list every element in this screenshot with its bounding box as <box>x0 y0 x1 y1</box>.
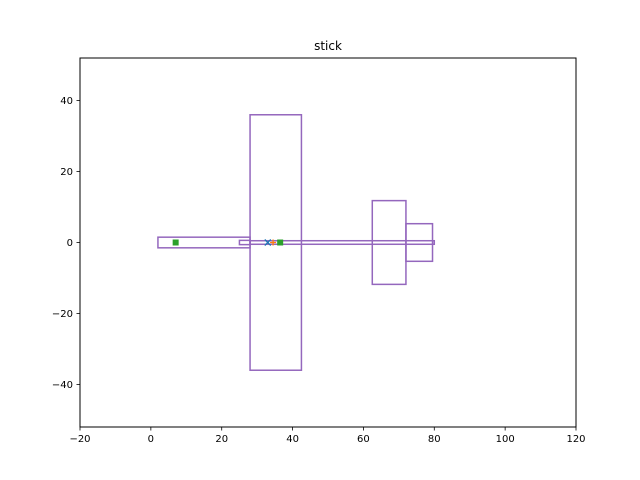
marker-square-1 <box>172 239 179 246</box>
y-tick-label: −40 <box>52 380 73 391</box>
y-tick-label: 40 <box>60 96 73 107</box>
outline-wing <box>249 114 303 371</box>
marker-square-2 <box>277 239 284 246</box>
x-tick-label: 80 <box>428 434 441 445</box>
y-tick-label: −20 <box>52 309 73 320</box>
x-tick-label: 100 <box>496 434 515 445</box>
y-tick-label: 20 <box>60 167 73 178</box>
x-tick-label: 60 <box>357 434 370 445</box>
x-tick-label: 120 <box>566 434 585 445</box>
chart-title: stick <box>314 39 342 53</box>
x-tick-label: 20 <box>215 434 228 445</box>
plot-shapes <box>157 114 436 371</box>
marker-plus <box>270 239 277 246</box>
x-tick-label: −20 <box>69 434 90 445</box>
y-tick-label: 0 <box>67 238 73 249</box>
x-axis: −20 0 20 40 60 80 100 120 <box>69 427 586 445</box>
y-axis: −40 −20 0 20 40 <box>52 96 80 391</box>
outline-v-tail <box>405 222 434 263</box>
plot-markers <box>172 239 284 246</box>
marker-x <box>264 239 272 246</box>
x-tick-label: 0 <box>148 434 154 445</box>
x-tick-label: 40 <box>286 434 299 445</box>
